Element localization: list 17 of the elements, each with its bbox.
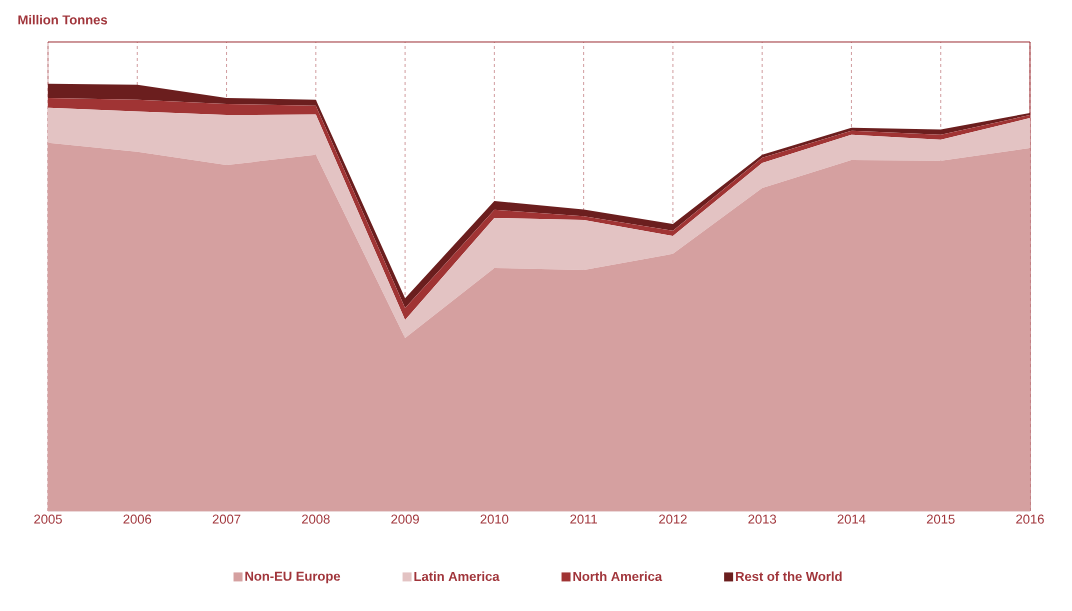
x-tick-label: 2014 [837,514,866,524]
x-tick-label: 2015 [926,514,955,524]
x-tick-label: 2007 [212,514,241,524]
x-tick-label: 2010 [480,514,509,524]
x-tick-label: 2013 [748,514,777,524]
legend-label: Non-EU Europe [245,571,341,584]
x-tick-label: 2008 [302,514,330,524]
y-axis-title: Million Tonnes [18,14,108,25]
x-tick-label: 2016 [1016,514,1044,524]
x-tick-label: 2005 [34,514,62,524]
legend-label: North America [573,571,663,582]
legend-label: Latin America [414,571,500,582]
x-tick-label: 2012 [659,514,687,524]
legend-label: Rest of the World [735,571,842,582]
x-tick-label: 2009 [391,514,419,524]
x-tick-label: 2011 [570,514,597,524]
x-tick-label: 2006 [123,514,152,524]
